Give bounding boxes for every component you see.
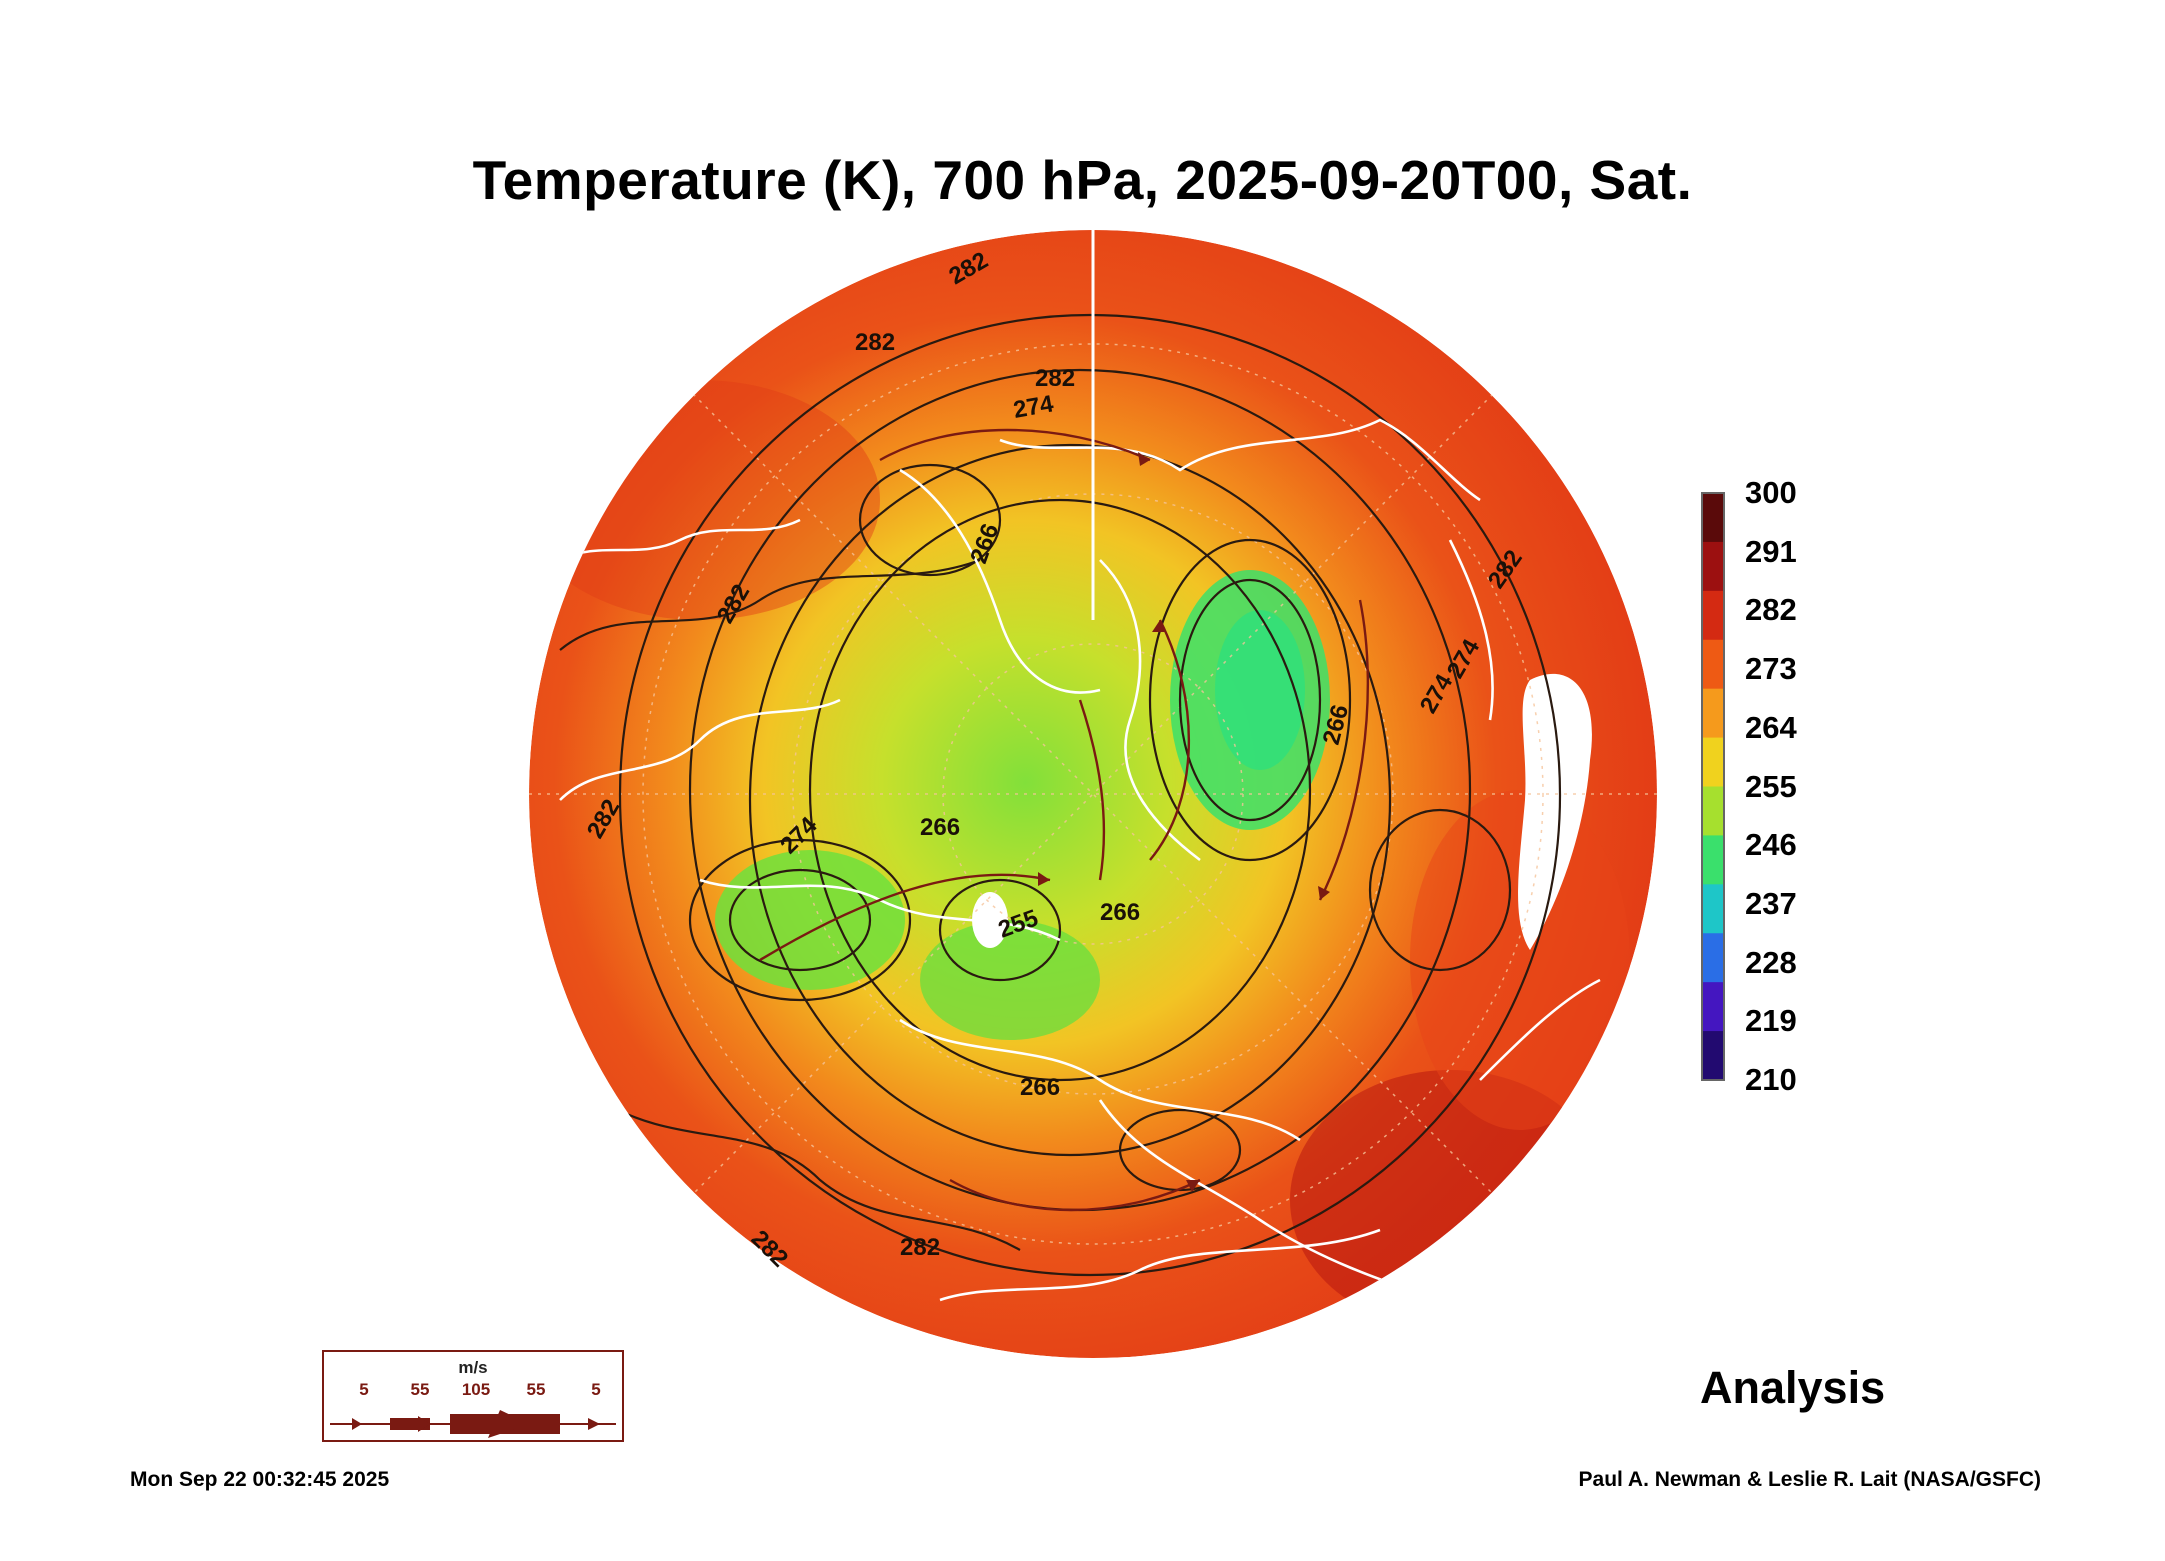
colorbar-tick-label: 300 — [1745, 475, 1797, 510]
wind-legend-value: 5 — [359, 1380, 369, 1399]
cold-core-west — [715, 850, 905, 990]
contour-label: 282 — [855, 329, 895, 356]
no-data-region — [1518, 673, 1592, 950]
colorbar-segment — [1702, 835, 1724, 885]
colorbar-segment — [1702, 933, 1724, 983]
cold-core-east-inner — [1215, 610, 1305, 770]
credit: Paul A. Newman & Leslie R. Lait (NASA/GS… — [1578, 1468, 2041, 1491]
arrow-5-left — [352, 1418, 362, 1430]
wind-legend-value: 105 — [461, 1380, 491, 1399]
colorbar-segment — [1702, 1031, 1724, 1081]
wind-arrowheads — [1038, 452, 1330, 1192]
colorbar-tick-label: 264 — [1745, 709, 1797, 745]
colorbar-tick-label: 246 — [1745, 827, 1797, 863]
warm-region-east — [1410, 790, 1630, 1130]
colorbar-segment — [1702, 884, 1724, 934]
colorbar-tick-label: 210 — [1745, 1062, 1797, 1097]
wind-legend-value: 55 — [526, 1380, 546, 1399]
colorbar-segment — [1702, 786, 1724, 836]
colorbar-tick-label: 219 — [1745, 1003, 1797, 1039]
analysis-label: Analysis — [1700, 1362, 1886, 1413]
colorbar-segment — [1702, 737, 1724, 787]
chart-title: Temperature (K), 700 hPa, 2025-09-20T00,… — [472, 149, 1693, 211]
wind-legend-unit: m/s — [458, 1358, 488, 1377]
colorbar-tick-label: 273 — [1745, 651, 1797, 687]
colorbar-segment — [1702, 982, 1724, 1032]
wind-legend-value: 55 — [410, 1380, 430, 1399]
colorbar-tick-label: 255 — [1745, 768, 1797, 804]
globe-disk — [529, 230, 1657, 1358]
arrow-5-right — [588, 1418, 600, 1430]
wind-legend-graphic — [330, 1410, 616, 1438]
colorbar-segment — [1702, 688, 1724, 739]
warm-region-northwest — [529, 380, 880, 620]
cold-spot — [972, 892, 1008, 948]
warm-region-southeast — [1290, 1070, 1610, 1330]
colorbar-tick-label: 237 — [1745, 885, 1797, 921]
wind-legend: m/s 5 55 105 55 5 — [322, 1350, 624, 1442]
contour-label: 282 — [1035, 365, 1075, 392]
colorbar-segment — [1702, 590, 1724, 641]
contour-label: 282 — [900, 1234, 940, 1261]
colorbar-segment — [1702, 541, 1724, 592]
colorbar-tick-label: 291 — [1745, 533, 1797, 569]
contour-label: 266 — [1020, 1074, 1060, 1101]
colorbar-frame — [1701, 492, 1725, 1081]
colorbar-tick-label: 282 — [1745, 592, 1797, 628]
colorbar-segment — [1702, 639, 1724, 690]
colorbar — [1701, 492, 1725, 1081]
colorbar-segment — [1702, 493, 1724, 543]
wind-legend-value: 5 — [591, 1380, 601, 1399]
bar-55-right — [520, 1418, 560, 1430]
contour-label: 266 — [1100, 899, 1140, 926]
timestamp: Mon Sep 22 00:32:45 2025 — [130, 1468, 390, 1491]
colorbar-tick-label: 228 — [1745, 944, 1797, 980]
contour-label: 266 — [920, 814, 960, 841]
wind-streamlines — [759, 428, 1370, 1212]
